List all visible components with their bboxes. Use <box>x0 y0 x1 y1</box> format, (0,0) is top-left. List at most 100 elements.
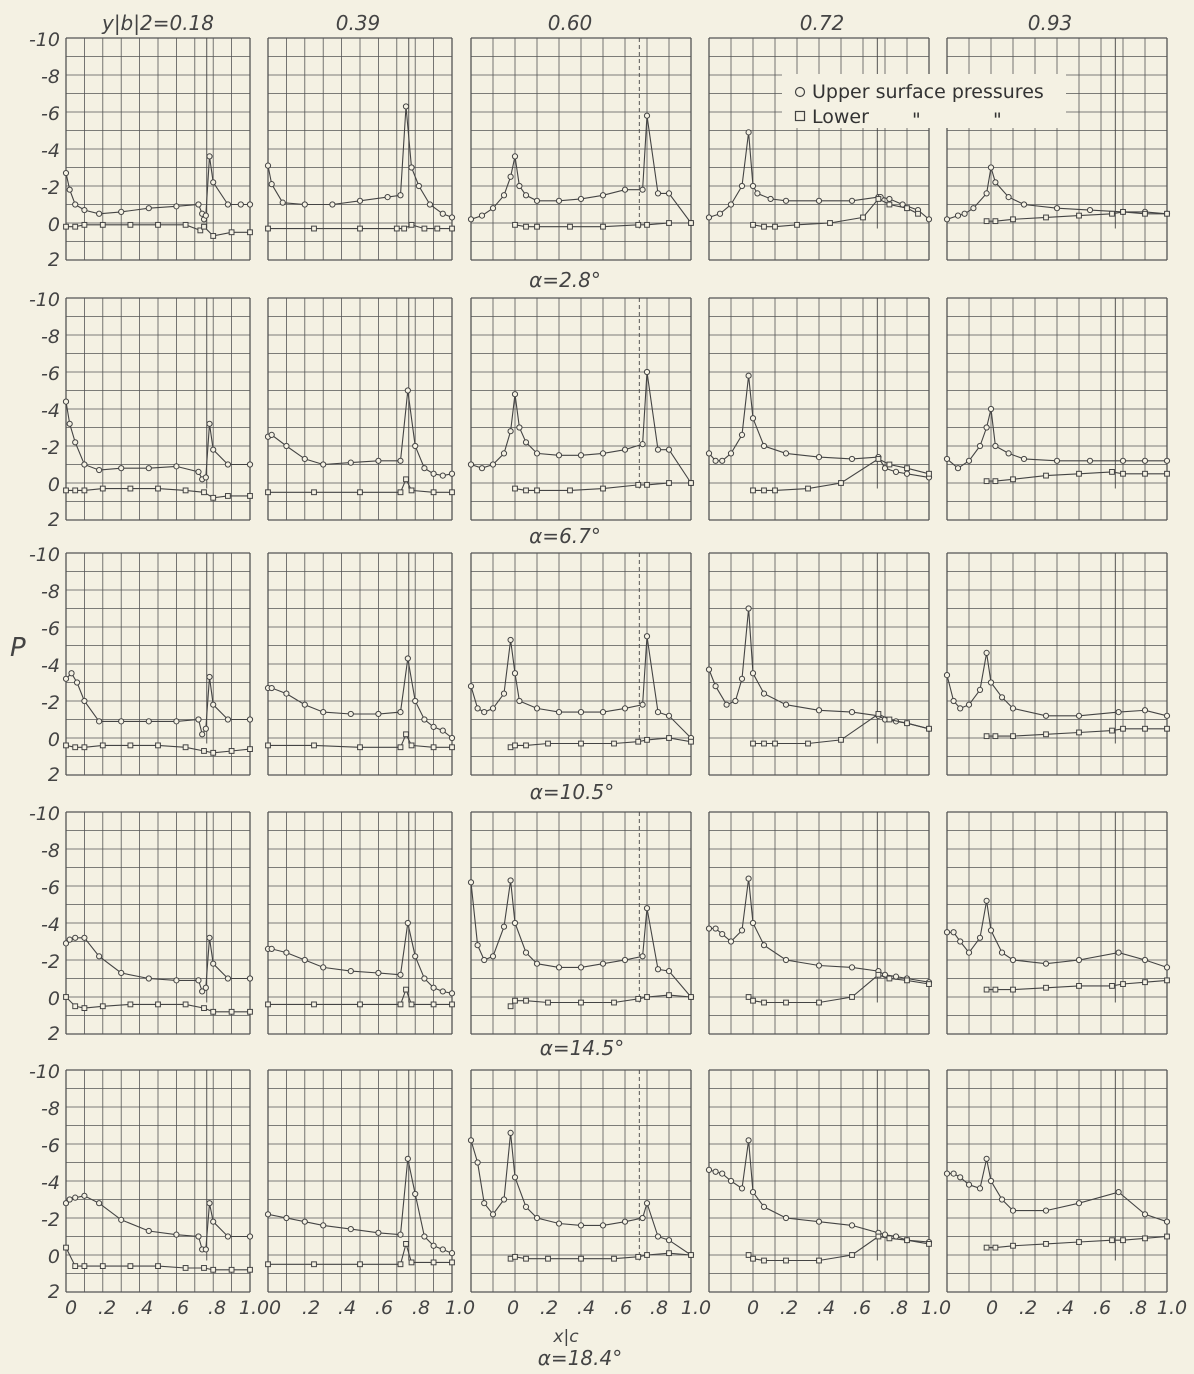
lower-surface-point <box>155 1263 161 1269</box>
lower-surface-point <box>805 485 811 492</box>
upper-surface-point <box>1141 707 1149 714</box>
upper-surface-point <box>954 212 962 219</box>
x-tick-label: .2 <box>98 1297 116 1319</box>
upper-surface-point <box>738 927 746 934</box>
lower-surface-point <box>155 742 161 749</box>
upper-surface-point <box>943 216 951 223</box>
lower-surface-curve <box>510 737 692 748</box>
lower-surface-point <box>182 1001 189 1008</box>
y-tick-label: -2 <box>41 177 60 199</box>
upper-surface-point <box>474 942 481 949</box>
upper-surface-point <box>1115 1189 1122 1196</box>
lower-surface-point <box>357 489 363 496</box>
lower-surface-point <box>1043 984 1049 991</box>
upper-surface-point <box>511 670 519 677</box>
upper-surface-point <box>983 649 990 657</box>
lower-surface-point <box>247 229 253 236</box>
y-tick-label: -4 <box>41 655 60 677</box>
upper-surface-point <box>375 710 382 718</box>
angle-label-row-3: α=10.5° <box>530 780 614 804</box>
lower-surface-point <box>761 740 767 747</box>
upper-surface-point <box>397 709 404 716</box>
upper-surface-point <box>599 1222 607 1229</box>
upper-surface-point <box>705 214 713 221</box>
upper-surface-point <box>987 679 995 686</box>
lower-surface-point <box>1010 733 1016 740</box>
lower-surface-point <box>265 225 271 232</box>
upper-surface-point <box>639 186 646 193</box>
upper-surface-point <box>439 1246 446 1253</box>
x-tick-label: 1.0 <box>445 1297 475 1319</box>
upper-surface-point <box>507 173 514 180</box>
upper-surface-point <box>1086 206 1094 214</box>
lower-surface-point <box>794 221 800 228</box>
upper-surface-point <box>511 1174 519 1181</box>
lower-surface-point <box>750 221 756 228</box>
upper-surface-point <box>145 205 152 212</box>
lower-surface-point <box>1076 470 1082 477</box>
upper-surface-point <box>375 457 382 464</box>
upper-surface-point <box>118 969 125 977</box>
upper-surface-point <box>439 727 446 734</box>
upper-surface-point <box>397 971 404 978</box>
lower-surface-point <box>311 1001 317 1008</box>
lower-surface-point <box>421 225 428 232</box>
lower-surface-point <box>1043 1241 1049 1247</box>
upper-surface-point <box>430 470 437 477</box>
lower-surface-point <box>904 465 910 472</box>
lower-surface-point <box>155 485 161 492</box>
upper-surface-point <box>1009 1207 1017 1214</box>
upper-surface-point <box>943 929 951 936</box>
upper-surface-point <box>421 1233 428 1240</box>
upper-surface-point <box>173 718 180 725</box>
upper-surface-point <box>599 960 607 967</box>
upper-surface-point <box>467 683 475 690</box>
upper-surface-point <box>246 975 254 982</box>
upper-surface-point <box>118 465 125 472</box>
lower-surface-point <box>644 736 650 743</box>
upper-surface-point <box>421 716 428 723</box>
panel-row2-col2 <box>264 297 456 521</box>
lower-surface-point <box>311 225 317 232</box>
lower-surface-point <box>1164 1233 1170 1240</box>
panel-row5-col4 <box>705 1069 933 1293</box>
upper-surface-point <box>957 705 964 712</box>
lower-surface-point <box>408 487 415 494</box>
lower-surface-point <box>1043 731 1049 738</box>
lower-surface-point <box>745 994 752 1000</box>
upper-surface-point <box>976 442 984 450</box>
upper-surface-point <box>745 372 752 379</box>
upper-surface-point <box>224 201 232 208</box>
x-axis-labels-col-5: 0 .2 .4 .6 .8 1.0 <box>986 1297 1187 1319</box>
upper-surface-point <box>1086 457 1094 464</box>
y-tick-label: -4 <box>41 1172 60 1194</box>
y-tick-label: -10 <box>29 1061 60 1083</box>
lower-surface-point <box>644 994 650 1000</box>
upper-surface-point <box>987 927 995 934</box>
upper-surface-point <box>976 1185 984 1192</box>
upper-surface-point <box>705 1166 713 1174</box>
lower-surface-point <box>81 1263 88 1269</box>
lower-surface-point <box>886 975 893 982</box>
legend-upper-label: Upper surface pressures <box>812 81 1044 103</box>
upper-surface-point <box>210 179 217 186</box>
upper-surface-point <box>72 934 79 941</box>
lower-surface-point <box>434 225 441 232</box>
upper-surface-point <box>533 960 541 967</box>
x-tick-label: .2 <box>1019 1297 1037 1319</box>
upper-surface-point <box>760 1203 768 1211</box>
x-tick-label: .4 <box>817 1297 835 1319</box>
lower-surface-point <box>127 742 134 749</box>
upper-surface-point <box>268 431 275 438</box>
upper-surface-point <box>448 734 456 742</box>
lower-surface-point <box>201 1265 207 1271</box>
lower-surface-point <box>688 220 694 226</box>
lower-surface-point <box>81 744 88 751</box>
upper-surface-point <box>481 709 488 716</box>
upper-surface-point <box>210 446 217 453</box>
lower-surface-point <box>578 740 584 747</box>
lower-surface-point <box>926 725 932 732</box>
y-tick-label: 2 <box>48 1281 60 1303</box>
lower-surface-point <box>155 221 161 228</box>
upper-surface-point <box>516 424 523 431</box>
